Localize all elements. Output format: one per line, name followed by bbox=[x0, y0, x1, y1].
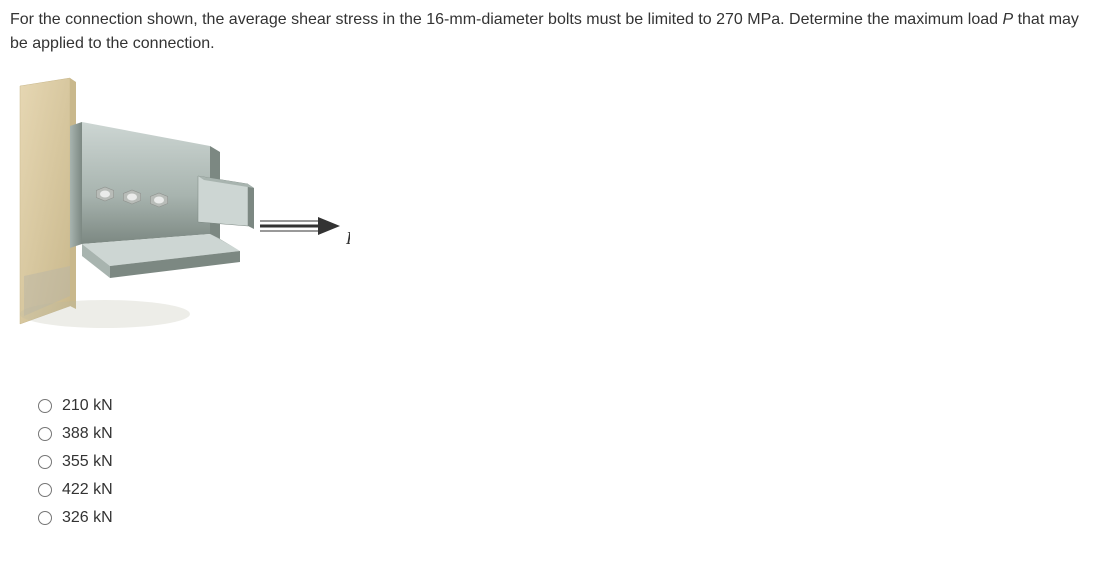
option-radio-1[interactable] bbox=[38, 427, 52, 441]
option-row[interactable]: 388 kN bbox=[38, 422, 1101, 446]
answer-options: 210 kN 388 kN 355 kN 422 kN 326 kN bbox=[10, 394, 1101, 530]
option-radio-0[interactable] bbox=[38, 399, 52, 413]
prompt-text-1: For the connection shown, the average sh… bbox=[10, 11, 1002, 28]
connection-diagram: P bbox=[10, 76, 350, 346]
option-label: 355 kN bbox=[62, 450, 113, 474]
prompt-italic: P bbox=[1002, 11, 1013, 28]
option-row[interactable]: 355 kN bbox=[38, 450, 1101, 474]
option-label: 422 kN bbox=[62, 478, 113, 502]
option-label: 326 kN bbox=[62, 506, 113, 530]
option-radio-4[interactable] bbox=[38, 511, 52, 525]
question-prompt: For the connection shown, the average sh… bbox=[10, 8, 1101, 56]
svg-text:P: P bbox=[345, 228, 350, 248]
connection-figure: P bbox=[10, 76, 1101, 354]
option-radio-3[interactable] bbox=[38, 483, 52, 497]
option-row[interactable]: 326 kN bbox=[38, 506, 1101, 530]
option-label: 388 kN bbox=[62, 422, 113, 446]
option-row[interactable]: 422 kN bbox=[38, 478, 1101, 502]
option-label: 210 kN bbox=[62, 394, 113, 418]
option-radio-2[interactable] bbox=[38, 455, 52, 469]
option-row[interactable]: 210 kN bbox=[38, 394, 1101, 418]
